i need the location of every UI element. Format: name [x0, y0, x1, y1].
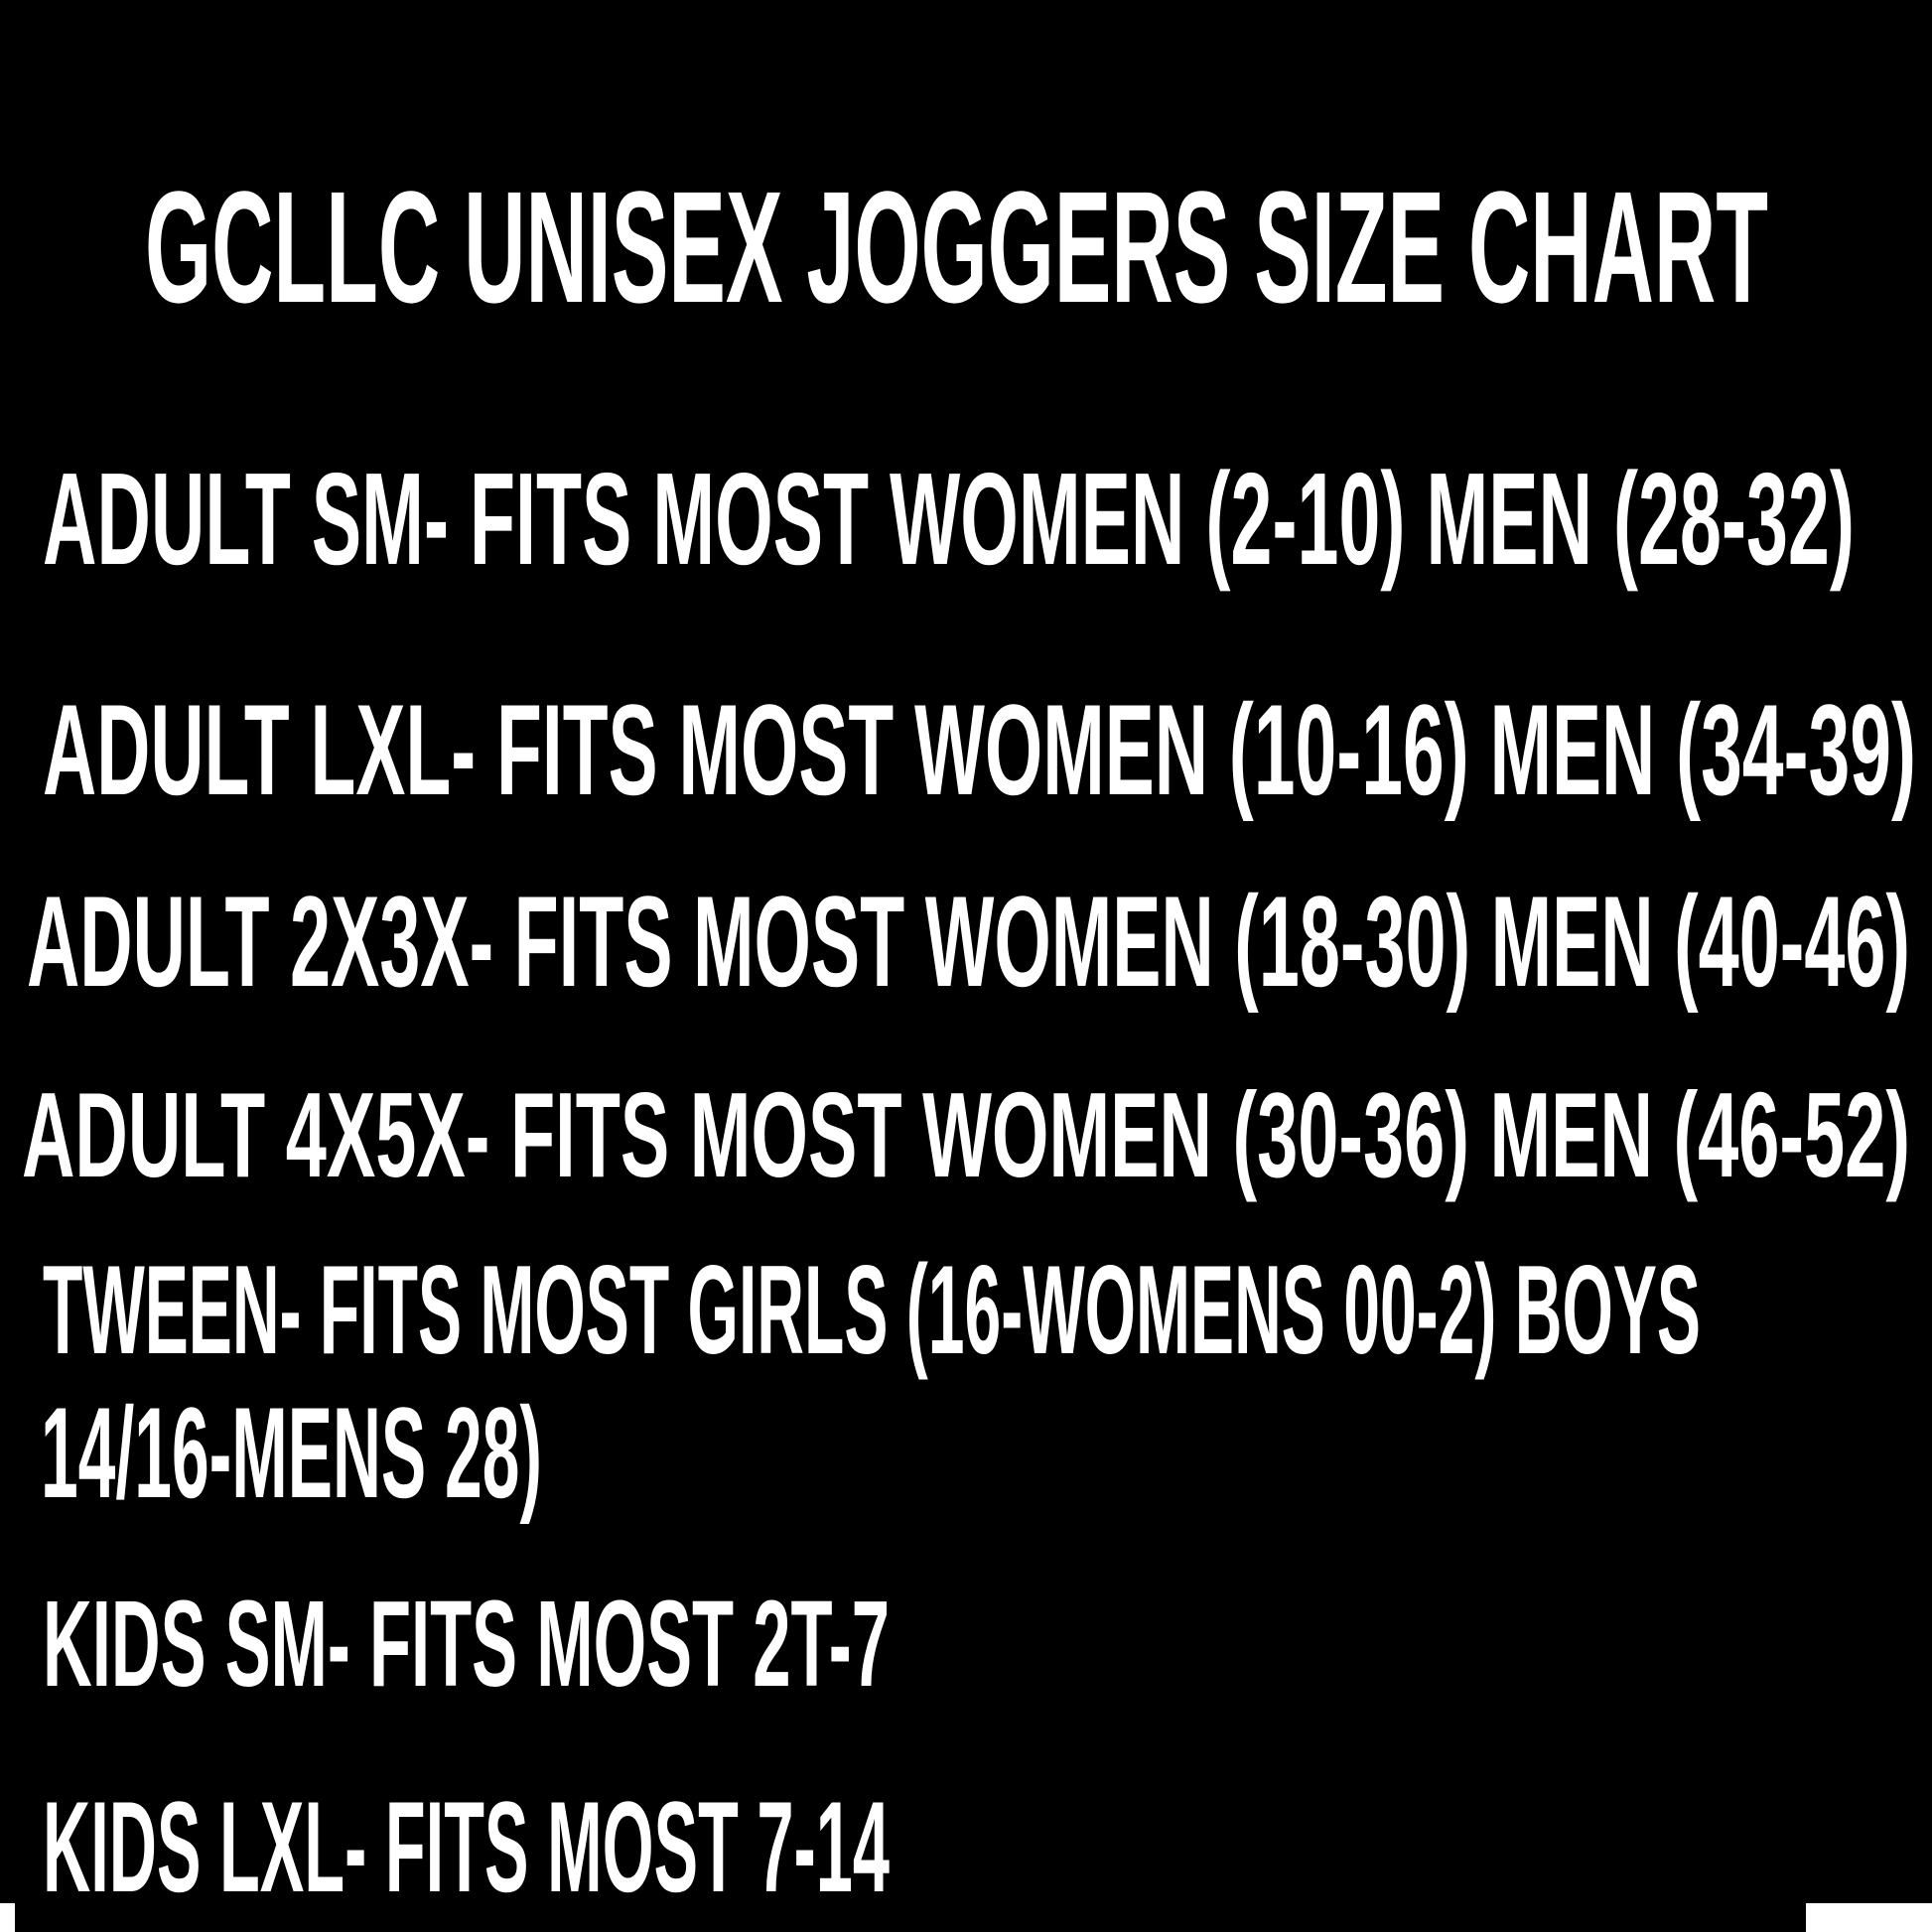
size-line-adult-sm: ADULT SM- FITS MOST WOMEN (2-10) MEN (28… [43, 446, 1855, 592]
size-line-kids-sm: KIDS SM- FITS MOST 2T-7 [43, 1577, 890, 1713]
size-line-tween-cont: 14/16-MENS 28) [41, 1380, 542, 1525]
size-line-adult-lxl: ADULT LXL- FITS MOST WOMEN (10-16) MEN (… [43, 677, 1916, 822]
size-line-tween: TWEEN- FITS MOST GIRLS (16-WOMENS 00-2) … [43, 1239, 1701, 1380]
chart-title: GCLLC UNISEX JOGGERS SIZE CHART [145, 158, 1768, 336]
size-line-kids-lxl: KIDS LXL- FITS MOST 7-14 [43, 1774, 890, 1919]
size-line-adult-2x3x: ADULT 2X3X- FITS MOST WOMEN (18-30) MEN … [27, 869, 1910, 1014]
white-edge-left [0, 1903, 15, 1932]
white-edge-right [1806, 1903, 1932, 1932]
size-line-adult-4x5x: ADULT 4X5X- FITS MOST WOMEN (30-36) MEN … [22, 1067, 1910, 1202]
